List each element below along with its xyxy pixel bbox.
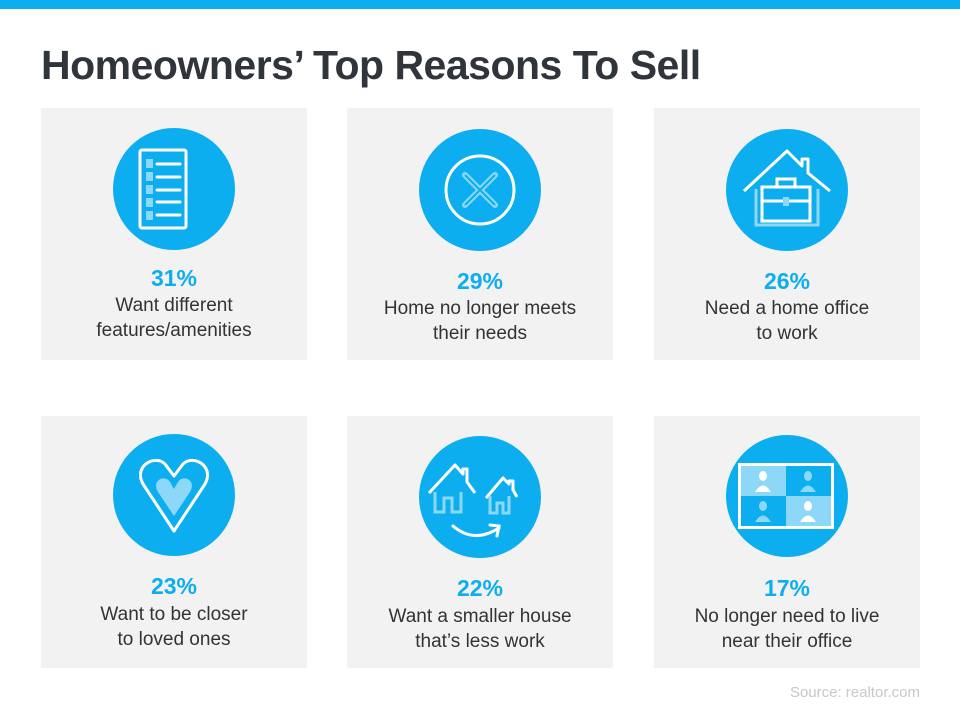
video-call-icon	[726, 435, 848, 557]
checklist-icon	[113, 128, 235, 250]
reason-card: 29% Home no longer meets their needs	[347, 108, 613, 360]
reason-label: Home no longer meets their needs	[383, 298, 577, 344]
top-accent-bar	[0, 0, 960, 9]
reason-label: Want to be closer to loved ones	[100, 604, 248, 650]
reason-card: 22% Want a smaller house that’s less wor…	[347, 416, 613, 668]
source-credit: Source: realtor.com	[789, 684, 920, 701]
reason-label: Need a home office to work	[704, 298, 870, 344]
percent-value: 31%	[150, 265, 198, 291]
downsize-houses-icon	[419, 436, 541, 558]
percent-value: 22%	[456, 575, 504, 601]
reason-card: 26% Need a home office to work	[654, 108, 920, 360]
reason-label: No longer need to live near their office	[694, 606, 880, 652]
reason-card: 23% Want to be closer to loved ones	[41, 416, 307, 668]
percent-value: 17%	[763, 575, 811, 601]
heart-icon	[113, 434, 235, 556]
house-briefcase-icon	[726, 129, 848, 251]
reason-card: 17% No longer need to live near their of…	[654, 416, 920, 668]
reason-label: Want different features/amenities	[96, 295, 252, 341]
x-circle-icon	[419, 129, 541, 251]
percent-value: 29%	[456, 268, 504, 294]
page-title: Homeowners’ Top Reasons To Sell	[41, 42, 701, 88]
percent-value: 26%	[763, 268, 811, 294]
reason-label: Want a smaller house that’s less work	[388, 606, 572, 652]
percent-value: 23%	[150, 573, 198, 599]
reason-card: 31% Want different features/amenities	[41, 108, 307, 360]
